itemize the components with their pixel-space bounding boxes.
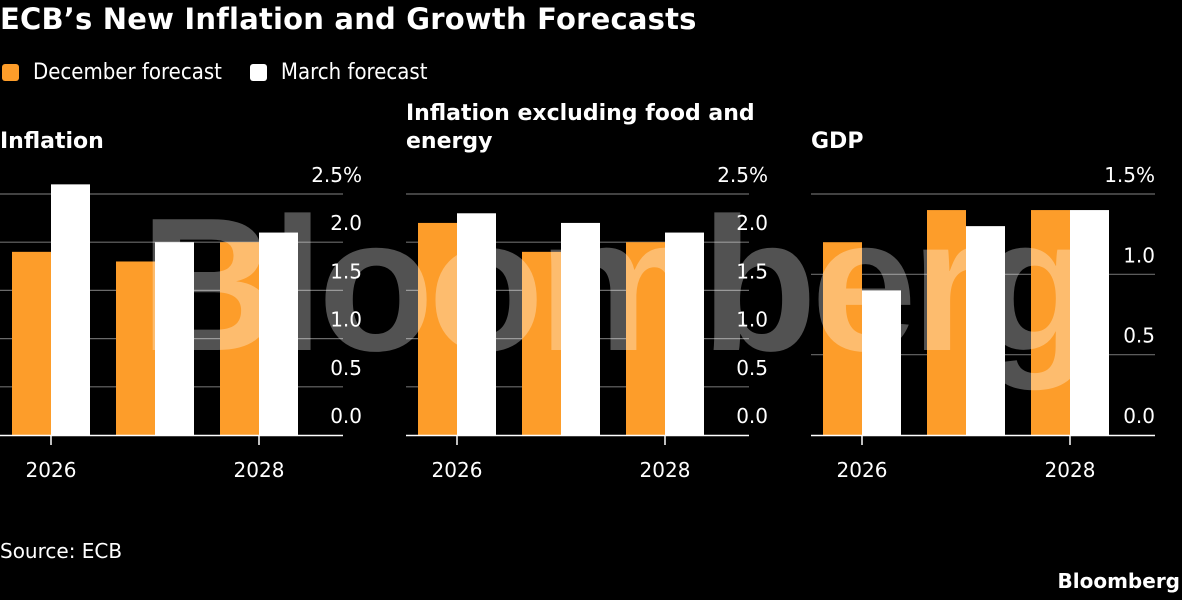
legend-label-december: December forecast — [33, 60, 222, 85]
y-tick-label: 2.5% — [717, 163, 768, 187]
bar-march-2028 — [1070, 210, 1109, 435]
bar-december-2028 — [220, 242, 259, 435]
y-tick-label: 1.0 — [1123, 243, 1155, 267]
bloomberg-logo: Bloomberg — [1057, 569, 1180, 593]
x-tick-label: 2026 — [26, 458, 77, 482]
panel-title-core-line-2: energy — [406, 129, 493, 154]
y-tick-label: 0.0 — [736, 404, 768, 428]
panel-gdp: 0.0 0.5 1.0 1.5% 2026 2028 — [811, 163, 1155, 482]
bar-march-2026 — [862, 290, 901, 435]
bar-march-2026 — [51, 184, 90, 435]
y-tick-label: 1.0 — [330, 308, 362, 332]
legend-item-march: March forecast — [248, 60, 428, 85]
y-tick-label: 0.0 — [330, 404, 362, 428]
bar-december-2026 — [12, 251, 51, 435]
y-tick-label: 1.5 — [330, 259, 362, 283]
bar-december-2028 — [1031, 210, 1070, 435]
chart-title: ECB’s New Inflation and Growth Forecasts — [0, 2, 697, 36]
panel-core-inflation: 0.0 0.5 1.0 1.5 2.0 2.5% 2026 2028 — [406, 163, 768, 482]
source-note: Source: ECB — [0, 539, 123, 563]
x-tick-label: 2028 — [640, 458, 691, 482]
bar-december-2026 — [418, 222, 457, 435]
bar-march-2027 — [966, 226, 1005, 435]
y-tick-label: 1.0 — [736, 308, 768, 332]
y-tick-label: 2.5% — [311, 163, 362, 187]
panel-title-core-line-1: Inflation excluding food and — [406, 101, 755, 126]
x-tick-label: 2026 — [837, 458, 888, 482]
bar-december-2027 — [116, 261, 155, 435]
y-tick-label: 0.5 — [736, 356, 768, 380]
legend-swatch-march — [249, 64, 267, 81]
bar-march-2027 — [155, 242, 194, 435]
panel-title-gdp: GDP — [811, 129, 864, 154]
panel-title-inflation: Inflation — [0, 129, 104, 154]
y-tick-label: 0.5 — [330, 356, 362, 380]
bar-december-2028 — [626, 242, 665, 435]
y-tick-label: 2.0 — [330, 211, 362, 235]
panel-title-core-inflation: Inflation excluding food and energy — [406, 100, 755, 156]
x-tick-label: 2028 — [234, 458, 285, 482]
legend: December forecast March forecast — [0, 60, 453, 85]
panel-inflation: 0.0 0.5 1.0 1.5 2.0 2.5% 2026 2028 — [0, 163, 362, 482]
x-tick-label: 2028 — [1045, 458, 1096, 482]
legend-swatch-december — [2, 64, 19, 81]
legend-item-december: December forecast — [0, 60, 222, 85]
bar-march-2028 — [665, 232, 704, 435]
y-tick-label: 0.0 — [1123, 404, 1155, 428]
x-tick-label: 2026 — [432, 458, 483, 482]
y-tick-label: 1.5 — [736, 259, 768, 283]
bar-march-2026 — [457, 213, 496, 435]
bar-december-2027 — [522, 251, 561, 435]
bar-march-2028 — [259, 232, 298, 435]
bar-march-2027 — [561, 222, 600, 435]
y-tick-label: 2.0 — [736, 211, 768, 235]
legend-label-march: March forecast — [280, 60, 428, 85]
bar-december-2026 — [823, 242, 862, 435]
y-tick-label: 1.5% — [1104, 163, 1155, 187]
bar-december-2027 — [927, 210, 966, 435]
y-tick-label: 0.5 — [1123, 324, 1155, 348]
